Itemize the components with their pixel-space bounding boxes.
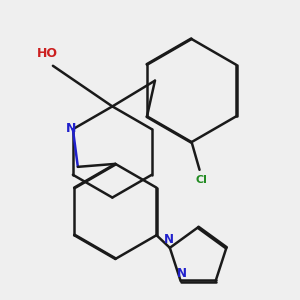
Text: N: N (177, 267, 187, 280)
Text: N: N (66, 122, 76, 135)
Text: N: N (164, 233, 174, 246)
Text: HO: HO (37, 47, 58, 60)
Text: Cl: Cl (196, 175, 208, 185)
